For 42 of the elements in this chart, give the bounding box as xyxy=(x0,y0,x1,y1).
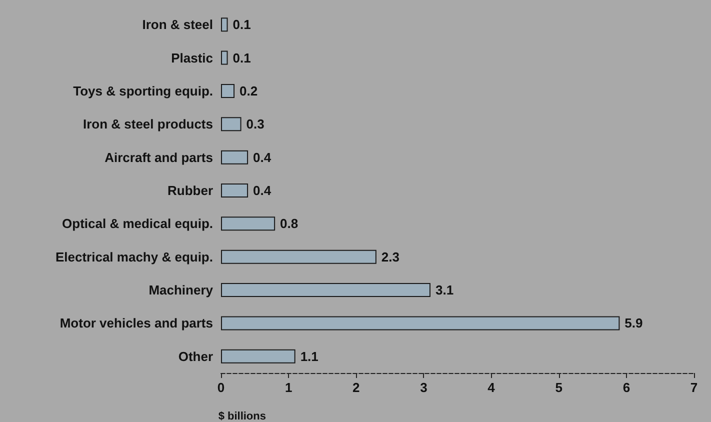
x-tick-label: 2 xyxy=(352,380,360,395)
y-tick-label: Aircraft and parts xyxy=(104,150,213,165)
data-label: 0.4 xyxy=(253,150,272,165)
y-tick-label: Machinery xyxy=(148,282,214,298)
y-tick-label: Toys & sporting equip. xyxy=(73,83,213,98)
y-tick-label: Iron & steel xyxy=(142,17,213,32)
x-tick-label: 4 xyxy=(488,380,496,395)
bar xyxy=(221,349,296,364)
bar xyxy=(221,84,235,98)
data-label: 5.9 xyxy=(624,316,643,331)
y-tick-label: Motor vehicles and parts xyxy=(60,316,213,331)
data-label: 2.3 xyxy=(381,249,400,264)
bar xyxy=(221,18,228,32)
data-label: 0.2 xyxy=(240,83,258,98)
data-label: 0.4 xyxy=(253,183,272,198)
x-tick-label: 5 xyxy=(555,380,562,395)
y-tick-label: Iron & steel products xyxy=(82,116,213,132)
x-axis-title: $ billions xyxy=(218,410,266,422)
bar xyxy=(221,150,248,164)
bar xyxy=(221,283,430,298)
bar xyxy=(221,216,276,231)
x-tick-label: 7 xyxy=(690,380,698,395)
y-tick-label: Plastic xyxy=(171,50,213,66)
y-tick-label: Electrical machy & equip. xyxy=(55,249,213,264)
x-tick-label: 3 xyxy=(420,380,428,395)
data-label: 0.1 xyxy=(232,17,251,32)
y-tick-label: Rubber xyxy=(168,183,213,198)
y-tick-label: Other xyxy=(178,348,213,364)
x-tick-label: 6 xyxy=(622,380,630,395)
bar xyxy=(221,50,228,65)
data-label: 3.1 xyxy=(435,282,454,298)
bar xyxy=(221,316,620,330)
x-tick-label: 0 xyxy=(217,380,225,395)
y-tick-label: Optical & medical equip. xyxy=(62,216,213,232)
data-label: 0.8 xyxy=(280,216,298,232)
x-tick-label: 1 xyxy=(284,380,292,395)
data-label: 0.1 xyxy=(232,50,251,66)
bar xyxy=(221,117,242,132)
data-label: 1.1 xyxy=(300,348,318,364)
data-label: 0.3 xyxy=(246,116,264,132)
bar xyxy=(221,250,376,264)
bar xyxy=(221,184,248,198)
